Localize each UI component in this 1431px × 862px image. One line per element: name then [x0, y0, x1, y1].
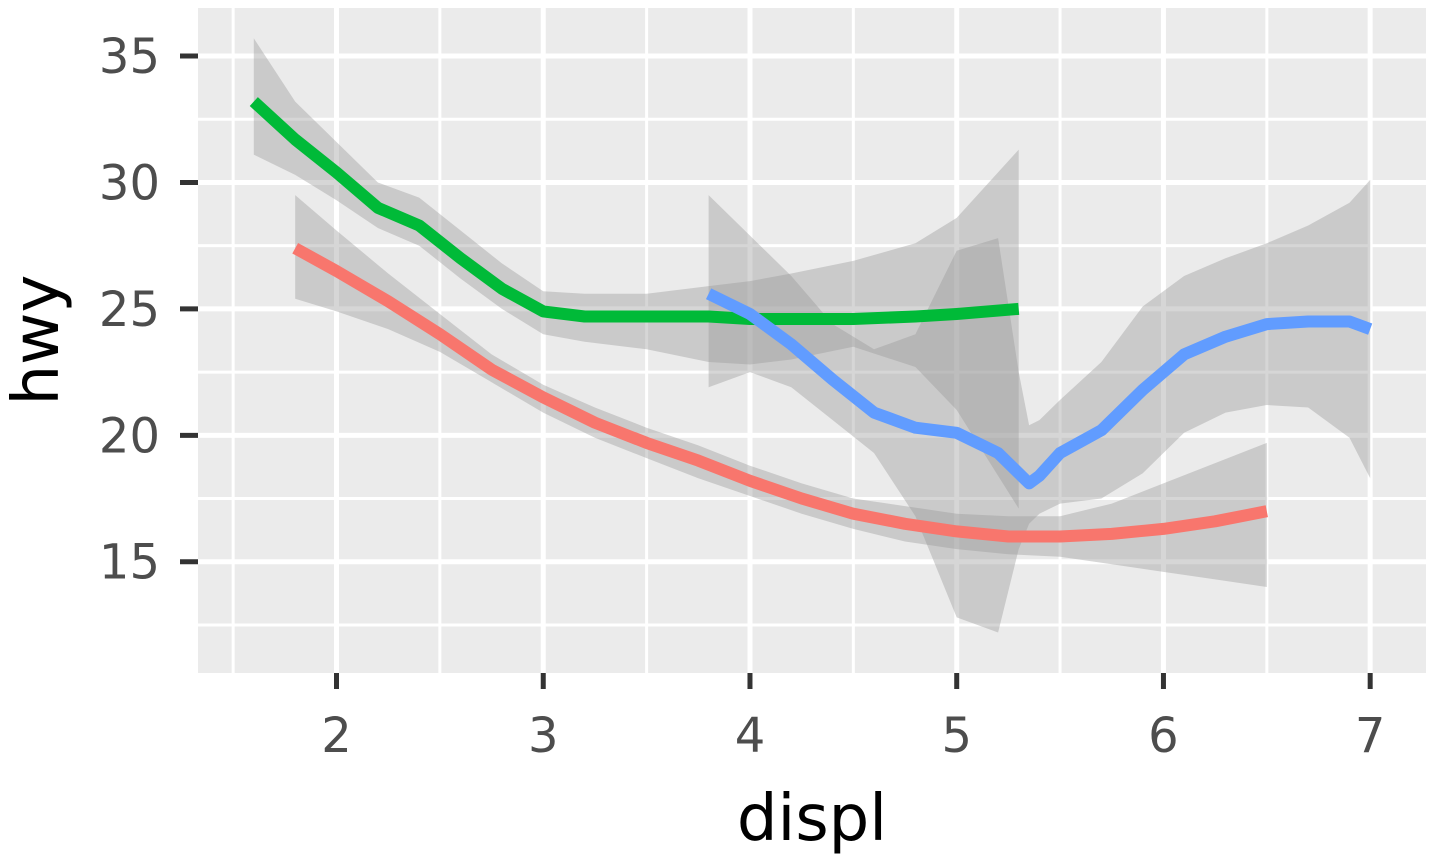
confidence-ribbon-1: [295, 195, 1267, 587]
y-tick-label: 35: [99, 29, 160, 85]
x-axis-title: displ: [737, 782, 887, 856]
confidence-ribbons: [253, 38, 1371, 633]
smooth-line-3: [705, 288, 1373, 490]
major-gridlines: [198, 8, 1426, 673]
x-tick-label: 7: [1355, 708, 1386, 764]
confidence-ribbon-2: [253, 38, 1019, 509]
y-tick-label: 30: [99, 155, 160, 211]
minor-gridlines: [198, 8, 1426, 673]
x-tick-label: 2: [321, 708, 352, 764]
y-tick-label: 15: [99, 535, 160, 591]
x-tick-label: 3: [528, 708, 559, 764]
x-tick-label: 4: [735, 708, 766, 764]
smooth-lines: [249, 97, 1373, 543]
y-axis-title: hwy: [0, 275, 74, 406]
y-tick-label: 25: [99, 282, 160, 338]
y-tick-label: 20: [99, 408, 160, 464]
x-tick-label: 5: [941, 708, 972, 764]
x-axis: 2 3 4 5 6 7: [321, 673, 1385, 764]
confidence-ribbon-3: [708, 179, 1371, 633]
x-tick-label: 6: [1148, 708, 1179, 764]
smooth-line-1: [292, 242, 1268, 543]
y-axis: 15 20 25 30 35: [99, 29, 198, 591]
smooth-line-2: [249, 97, 1020, 325]
